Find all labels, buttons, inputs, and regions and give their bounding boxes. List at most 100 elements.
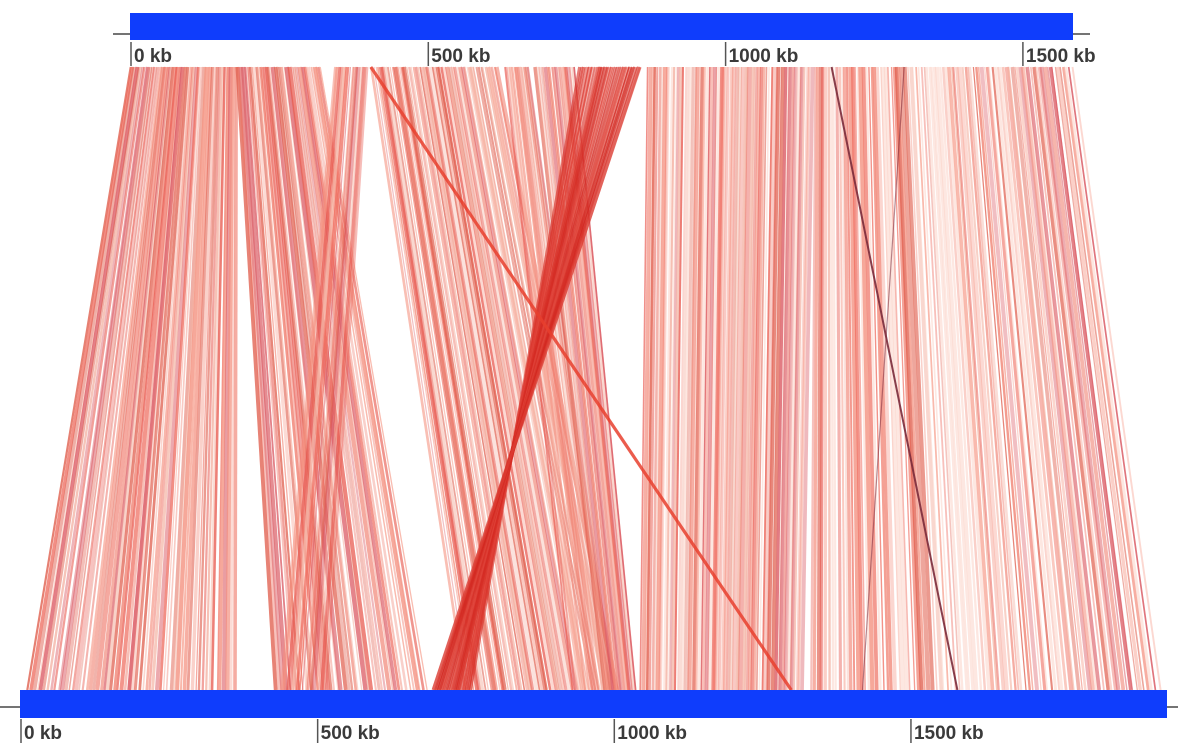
alignment-link xyxy=(917,66,953,691)
alignment-link xyxy=(148,66,194,691)
alignment-link xyxy=(816,66,823,691)
alignment-link xyxy=(520,66,606,691)
alignment-link xyxy=(939,66,983,691)
alignment-link xyxy=(513,66,591,691)
alignment-link xyxy=(892,66,921,691)
alignment-link xyxy=(142,66,191,691)
alignment-link xyxy=(771,66,785,691)
alignment-link xyxy=(722,66,736,691)
alignment-link xyxy=(201,66,221,691)
alignment-link xyxy=(747,66,761,691)
alignment-link xyxy=(1055,66,1142,691)
alignment-link xyxy=(541,66,612,691)
alignment-link xyxy=(448,66,563,691)
alignment-link xyxy=(406,66,509,691)
alignment-link xyxy=(774,66,788,691)
alignment-link xyxy=(708,66,721,691)
alignment-link xyxy=(1020,66,1095,691)
alignment-link xyxy=(883,66,909,691)
alignment-link xyxy=(431,66,541,691)
bottom-genome-bar[interactable] xyxy=(20,690,1167,718)
alignment-link xyxy=(431,66,642,691)
alignment-link xyxy=(952,66,1000,691)
alignment-link xyxy=(961,66,1013,691)
alignment-link xyxy=(712,66,726,691)
alignment-link xyxy=(516,66,600,691)
alignment-link xyxy=(119,66,181,691)
alignment-link xyxy=(658,66,669,691)
alignment-link xyxy=(95,66,169,691)
alignment-link xyxy=(246,66,295,691)
alignment-link xyxy=(766,66,781,691)
alignment-link xyxy=(781,66,795,691)
alignment-link xyxy=(1032,66,1110,691)
alignment-link xyxy=(854,66,866,691)
alignment-link xyxy=(663,66,674,691)
alignment-link xyxy=(951,66,999,691)
alignment-link xyxy=(1014,66,1083,691)
alignment-link xyxy=(301,66,398,691)
alignment-link xyxy=(1039,66,1121,691)
alignment-link xyxy=(109,66,175,691)
alignment-link xyxy=(437,66,548,691)
tick-label: 1000 kb xyxy=(617,723,687,744)
alignment-link xyxy=(58,66,149,691)
alignment-link xyxy=(291,66,346,691)
alignment-link xyxy=(515,66,597,691)
top-genome-track: 0 kb 500 kb 1000 kb 1500 kb xyxy=(113,13,1096,67)
alignment-link xyxy=(832,66,837,691)
alignment-link xyxy=(660,66,670,691)
alignment-link xyxy=(296,66,387,691)
alignment-link xyxy=(968,66,1023,691)
alignment-link xyxy=(979,66,1040,691)
alignment-link xyxy=(284,66,368,691)
alignment-link xyxy=(975,66,1031,691)
alignment-link xyxy=(731,66,745,691)
tick-label: 1000 kb xyxy=(729,46,799,67)
alignment-link xyxy=(928,66,969,691)
alignment-link xyxy=(761,66,774,691)
alignment-link xyxy=(738,66,752,691)
alignment-link xyxy=(305,66,404,691)
alignment-link xyxy=(725,66,737,691)
alignment-link xyxy=(428,66,539,691)
alignment-link xyxy=(1034,66,1113,691)
alignment-link xyxy=(785,66,801,691)
alignment-link xyxy=(735,66,748,691)
alignment-link xyxy=(983,66,1042,691)
alignment-link xyxy=(435,66,547,691)
alignment-link xyxy=(505,66,576,691)
alignment-link xyxy=(81,66,160,691)
alignment-link xyxy=(244,66,292,691)
alignment-link xyxy=(711,66,725,691)
alignment-link xyxy=(991,66,1054,691)
alignment-link xyxy=(665,66,676,691)
alignment-link xyxy=(116,66,178,691)
alignment-link xyxy=(461,66,578,691)
alignment-link xyxy=(63,66,153,691)
alignment-link xyxy=(560,66,629,691)
tick-label: 500 kb xyxy=(321,723,380,744)
alignment-link xyxy=(105,66,174,691)
alignment-link xyxy=(838,66,846,691)
alignment-link xyxy=(692,66,705,691)
alignment-link xyxy=(414,66,521,691)
alignment-link xyxy=(1018,66,1092,691)
alignment-link xyxy=(1015,66,1087,691)
alignment-link xyxy=(1004,66,1074,691)
alignment-link xyxy=(205,66,223,691)
alignment-link xyxy=(729,66,743,691)
alignment-link xyxy=(683,66,695,691)
alignment-link xyxy=(750,66,764,691)
top-genome-bar[interactable] xyxy=(130,13,1073,40)
alignment-link xyxy=(753,66,766,691)
alignment-link xyxy=(247,66,298,691)
alignment-link xyxy=(50,66,145,691)
alignment-link xyxy=(737,66,749,691)
alignment-link xyxy=(88,66,165,691)
special-alignment-link xyxy=(830,66,959,691)
tick-label: 1500 kb xyxy=(914,723,984,744)
alignment-link xyxy=(251,66,304,691)
alignment-link xyxy=(865,66,882,691)
